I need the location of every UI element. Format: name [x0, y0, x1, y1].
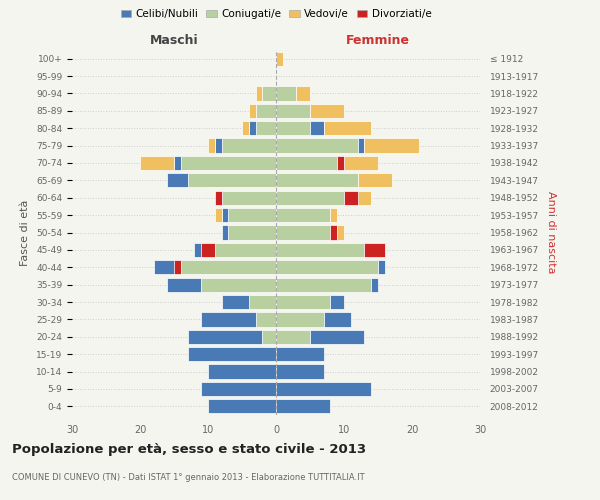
Bar [229, 208, 276, 222]
Bar [276, 399, 331, 413]
Bar [276, 347, 323, 362]
Bar [215, 190, 221, 205]
Bar [331, 226, 337, 239]
Bar [174, 156, 181, 170]
Bar [188, 347, 276, 362]
Text: Maschi: Maschi [149, 34, 199, 46]
Bar [201, 278, 276, 292]
Bar [215, 190, 221, 205]
Bar [344, 190, 358, 205]
Bar [242, 121, 249, 136]
Bar [276, 156, 337, 170]
Bar [310, 104, 344, 118]
Bar [337, 156, 344, 170]
Bar [188, 173, 276, 188]
Bar [331, 295, 344, 309]
Bar [154, 260, 181, 274]
Bar [208, 399, 276, 413]
Bar [323, 121, 371, 136]
Bar [344, 156, 378, 170]
Bar [221, 295, 249, 309]
Bar [221, 226, 229, 239]
Bar [276, 173, 358, 188]
Bar [351, 190, 371, 205]
Bar [276, 243, 364, 257]
Text: COMUNE DI CUNEVO (TN) - Dati ISTAT 1° gennaio 2013 - Elaborazione TUTTITALIA.IT: COMUNE DI CUNEVO (TN) - Dati ISTAT 1° ge… [12, 472, 365, 482]
Bar [337, 156, 344, 170]
Bar [201, 382, 276, 396]
Bar [276, 226, 331, 239]
Bar [276, 86, 296, 101]
Bar [167, 173, 188, 188]
Text: Femmine: Femmine [346, 34, 410, 46]
Bar [215, 208, 221, 222]
Bar [208, 364, 276, 378]
Bar [276, 312, 323, 326]
Bar [364, 243, 385, 257]
Bar [256, 104, 276, 118]
Bar [276, 330, 310, 344]
Bar [276, 52, 283, 66]
Bar [181, 156, 276, 170]
Bar [262, 86, 276, 101]
Legend: Celibi/Nubili, Coniugati/e, Vedovi/e, Divorziati/e: Celibi/Nubili, Coniugati/e, Vedovi/e, Di… [116, 5, 436, 24]
Bar [296, 86, 310, 101]
Bar [221, 138, 276, 152]
Bar [174, 260, 181, 274]
Bar [256, 86, 262, 101]
Text: Popolazione per età, sesso e stato civile - 2013: Popolazione per età, sesso e stato civil… [12, 442, 366, 456]
Bar [229, 226, 276, 239]
Bar [276, 138, 358, 152]
Bar [140, 156, 174, 170]
Bar [331, 208, 337, 222]
Bar [364, 138, 419, 152]
Bar [181, 260, 276, 274]
Bar [249, 104, 256, 118]
Bar [262, 330, 276, 344]
Bar [276, 104, 310, 118]
Bar [276, 208, 331, 222]
Bar [276, 190, 344, 205]
Y-axis label: Fasce di età: Fasce di età [20, 200, 31, 266]
Bar [276, 295, 331, 309]
Bar [194, 243, 215, 257]
Bar [249, 295, 276, 309]
Bar [215, 243, 276, 257]
Bar [201, 312, 256, 326]
Bar [167, 278, 201, 292]
Bar [276, 121, 310, 136]
Bar [256, 121, 276, 136]
Bar [310, 121, 323, 136]
Bar [323, 312, 351, 326]
Bar [276, 260, 378, 274]
Bar [276, 278, 371, 292]
Y-axis label: Anni di nascita: Anni di nascita [545, 191, 556, 274]
Bar [249, 121, 256, 136]
Bar [276, 382, 371, 396]
Bar [221, 208, 229, 222]
Bar [358, 138, 364, 152]
Bar [276, 364, 323, 378]
Bar [364, 243, 385, 257]
Bar [221, 190, 276, 205]
Bar [188, 330, 262, 344]
Bar [358, 173, 392, 188]
Bar [256, 312, 276, 326]
Bar [371, 278, 378, 292]
Bar [310, 330, 364, 344]
Bar [208, 138, 215, 152]
Bar [215, 138, 221, 152]
Bar [201, 243, 215, 257]
Bar [337, 226, 344, 239]
Bar [378, 260, 385, 274]
Bar [331, 226, 337, 239]
Bar [344, 190, 351, 205]
